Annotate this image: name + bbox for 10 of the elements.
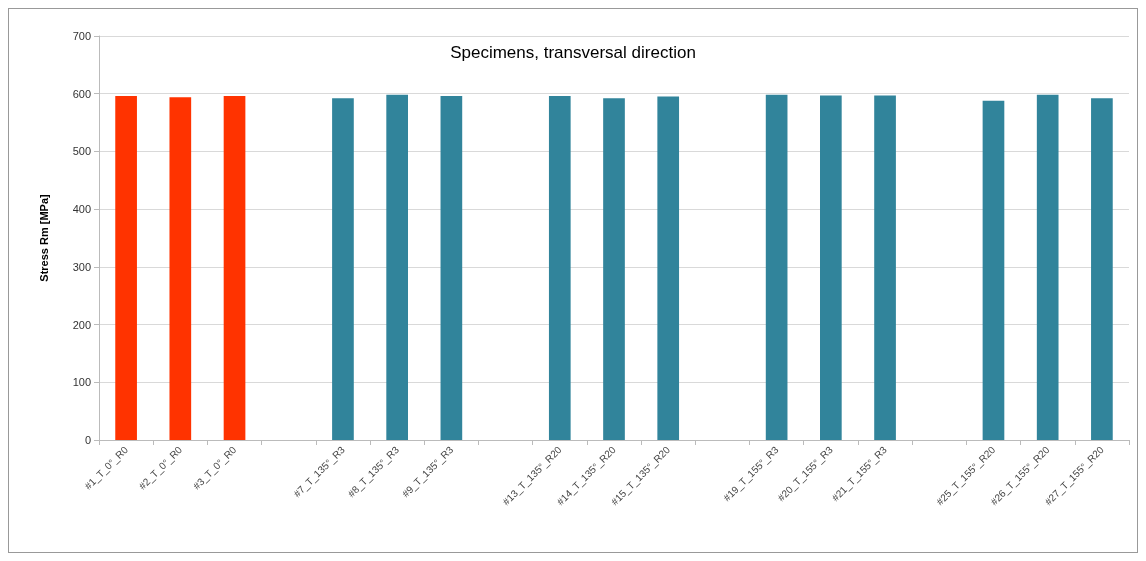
y-axis-title: Stress Rm [MPa]: [37, 193, 50, 282]
y-tick-label: 200: [72, 318, 91, 331]
y-tick-label: 300: [72, 260, 91, 273]
y-tick-label: 600: [72, 87, 91, 100]
y-tick-label: 0: [84, 434, 91, 446]
y-tick-label: 100: [72, 376, 91, 389]
y-tick-label: 700: [72, 30, 91, 42]
chart-title: Specimens, transversal direction: [450, 43, 696, 62]
y-tick-label: 400: [72, 203, 91, 216]
y-tick-label: 500: [72, 145, 91, 158]
